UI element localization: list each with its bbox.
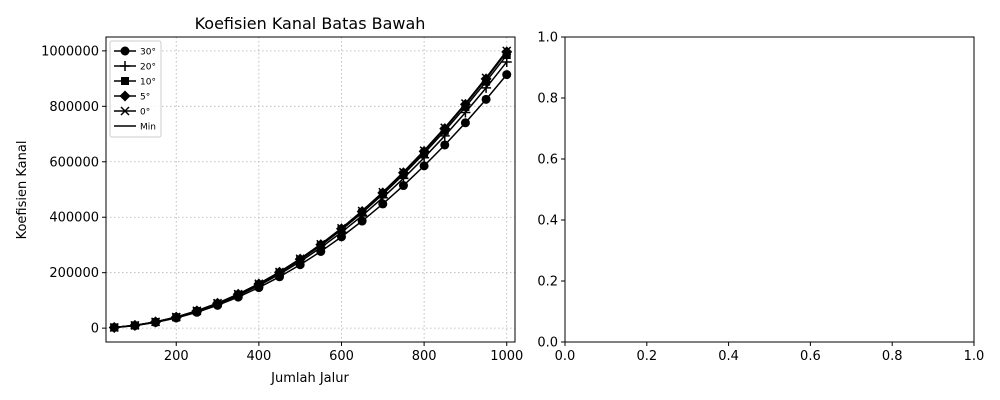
legend-entry: 0° (114, 106, 150, 118)
y-tick-label: 0.4 (537, 214, 558, 229)
x-tick-label: 0.0 (555, 349, 576, 364)
x-tick-label: 400 (246, 349, 271, 364)
series-5 (114, 50, 508, 329)
data-point (419, 161, 429, 171)
legend-label: 0° (140, 108, 150, 118)
legend-entry: 10° (114, 77, 156, 88)
y-tick-label: 600000 (49, 155, 99, 170)
data-point (502, 70, 512, 80)
chart-right: 0.0 0.2 0.4 0.6 0.8 1.0 0.0 0.2 0.4 0.6 0.8 1.0 (537, 31, 984, 365)
data-point (398, 181, 408, 191)
y-tick-label: 0.6 (537, 153, 558, 168)
y-tick-label: 0.0 (537, 336, 558, 351)
legend-entry: 30° (114, 46, 156, 58)
x-tick-label: 800 (412, 349, 437, 364)
legend-marker (119, 90, 131, 102)
series-line (114, 50, 508, 329)
y-tick-label: 400000 (49, 211, 99, 226)
data-point (460, 118, 470, 128)
legend: 30° 20° 10° 5° 0° Min (109, 40, 162, 138)
y-tick-label: 0.8 (537, 92, 558, 107)
legend-entry: 20° (114, 61, 156, 73)
grid (106, 37, 515, 342)
data-point (440, 140, 450, 150)
plot-frame-right (564, 36, 975, 343)
y-tick-label: 1.0 (537, 31, 558, 46)
legend-label: Min (140, 123, 156, 133)
x-tick-label: 0.4 (718, 349, 739, 364)
y-axis-label: Koefisien Kanal (15, 141, 30, 240)
x-tick-label: 0.2 (636, 349, 657, 364)
y-tick-label: 0.2 (537, 275, 558, 290)
legend-entry: 5° (114, 90, 150, 103)
x-tick-label: 0.8 (882, 349, 903, 364)
x-tick-label: 1.0 (964, 349, 985, 364)
y-tick-label: 0 (91, 322, 99, 337)
legend-label: 10° (140, 78, 156, 88)
legend-entry: Min (114, 123, 156, 133)
y-axis-right: 0.0 0.2 0.4 0.6 0.8 1.0 (537, 31, 565, 351)
x-axis: 200 400 600 800 1000 (164, 342, 523, 364)
x-tick-label: 600 (329, 349, 354, 364)
legend-marker (120, 46, 130, 56)
data-point (378, 199, 388, 209)
y-axis: 0 200000 400000 600000 800000 1000000 (41, 44, 106, 337)
x-axis-right: 0.0 0.2 0.4 0.6 0.8 1.0 (555, 342, 985, 364)
y-tick-label: 1000000 (41, 44, 99, 59)
chart-left: Koefisien Kanal Batas Bawah 200 400 600 800… (15, 14, 523, 386)
series-group (108, 46, 513, 333)
data-point (481, 94, 491, 104)
legend-marker (120, 61, 130, 71)
legend-label: 5° (140, 93, 150, 103)
legend-label: 30° (140, 48, 156, 58)
chart-title: Koefisien Kanal Batas Bawah (195, 14, 426, 33)
x-tick-label: 0.6 (800, 349, 821, 364)
legend-marker (120, 106, 130, 116)
legend-label: 20° (140, 63, 156, 73)
y-tick-label: 800000 (49, 100, 99, 115)
plot-frame (105, 36, 516, 343)
x-tick-label: 1000 (490, 349, 523, 364)
x-tick-label: 200 (164, 349, 189, 364)
legend-marker (121, 77, 129, 85)
x-axis-label: Jumlah Jalur (270, 371, 349, 386)
y-tick-label: 200000 (49, 266, 99, 281)
data-point (357, 216, 367, 226)
